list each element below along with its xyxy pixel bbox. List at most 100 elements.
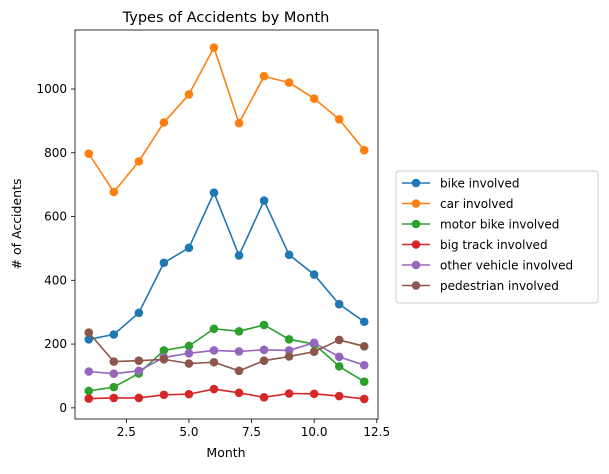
data-point (284, 346, 294, 355)
data-point (109, 330, 119, 339)
data-point (159, 355, 169, 364)
data-point (284, 78, 294, 87)
data-point (359, 360, 369, 370)
data-point (284, 334, 294, 344)
legend-label: bike involved (440, 177, 520, 191)
series-line (88, 191, 365, 341)
data-point (84, 334, 94, 344)
data-point (359, 342, 369, 351)
y-tick-label: 400 (44, 273, 67, 287)
y-tick-label: 800 (44, 146, 67, 160)
data-point (84, 394, 94, 403)
data-point (209, 324, 219, 334)
data-point (259, 345, 269, 355)
data-point (84, 149, 94, 159)
y-axis-label: # of Accidents (9, 179, 24, 270)
data-point (184, 90, 194, 99)
data-point (234, 327, 244, 336)
legend-label: big track involved (440, 238, 548, 252)
data-point (234, 347, 244, 356)
data-point (109, 393, 119, 403)
data-point (184, 243, 194, 253)
series-3 (84, 384, 369, 404)
data-point (334, 299, 344, 309)
chart-title: Types of Accidents by Month (122, 10, 330, 26)
data-point (309, 270, 319, 279)
data-point (334, 114, 344, 124)
data-point (159, 346, 169, 355)
data-point (109, 369, 119, 379)
data-point (334, 391, 344, 401)
legend-item: other vehicle involved (402, 259, 573, 273)
x-tick-label: 7.5 (242, 425, 261, 439)
legend-label: other vehicle involved (440, 259, 573, 273)
legend-marker (411, 178, 421, 188)
legend-item: car involved (402, 197, 514, 211)
x-tick-label: 5.0 (179, 425, 198, 439)
data-point (109, 382, 119, 392)
data-point (134, 366, 144, 376)
x-tick-label: 10.0 (301, 425, 328, 439)
data-point (134, 308, 144, 318)
data-point (209, 357, 219, 367)
data-point (209, 188, 219, 197)
data-point (209, 384, 219, 394)
axes: 2.5 5.0 7.5 10.0 12.5 0 200 400 600 800 1000 (36, 82, 390, 439)
data-point (159, 118, 169, 127)
legend-item: motor bike involved (402, 218, 559, 232)
y-tick-label: 0 (59, 401, 67, 415)
legend-label: pedestrian involved (440, 279, 559, 293)
data-point (309, 389, 319, 399)
data-point (184, 341, 194, 351)
data-point (359, 145, 369, 155)
data-point (134, 393, 144, 403)
data-point (184, 359, 194, 368)
data-point (259, 196, 269, 205)
data-point (309, 347, 319, 357)
series-5 (84, 328, 369, 376)
data-point (284, 250, 294, 260)
legend-marker (411, 199, 421, 208)
data-point (259, 71, 269, 81)
data-point (209, 43, 219, 52)
data-point (84, 367, 94, 376)
legend-box (395, 170, 599, 304)
data-point (184, 389, 194, 399)
data-point (259, 320, 269, 330)
legend-item: pedestrian involved (402, 279, 559, 293)
data-point (334, 352, 344, 362)
y-tick-label: 200 (44, 337, 67, 351)
data-point (159, 390, 169, 400)
data-point (284, 352, 294, 361)
x-axis-label: Month (206, 445, 245, 460)
series-line (88, 46, 365, 193)
y-tick-label: 600 (44, 210, 67, 224)
data-point (359, 317, 369, 327)
data-point (159, 258, 169, 268)
data-point (284, 389, 294, 398)
data-point (359, 394, 369, 404)
series-1 (84, 43, 369, 197)
series-lines (84, 43, 369, 404)
legend-label: motor bike involved (440, 218, 559, 232)
data-point (109, 187, 119, 197)
data-point (359, 377, 369, 386)
data-point (134, 356, 144, 365)
data-point (234, 251, 244, 260)
data-point (184, 349, 194, 358)
data-point (84, 328, 94, 337)
legend-marker (411, 219, 421, 229)
x-tick-label: 12.5 (363, 425, 390, 439)
data-point (334, 362, 344, 371)
data-point (259, 356, 269, 365)
data-point (234, 366, 244, 376)
legend: bike involved car involved motor bike invo… (395, 170, 599, 304)
data-point (309, 94, 319, 103)
data-point (309, 338, 319, 348)
data-point (259, 393, 269, 402)
data-point (234, 388, 244, 398)
data-point (234, 118, 244, 128)
data-point (84, 386, 94, 396)
